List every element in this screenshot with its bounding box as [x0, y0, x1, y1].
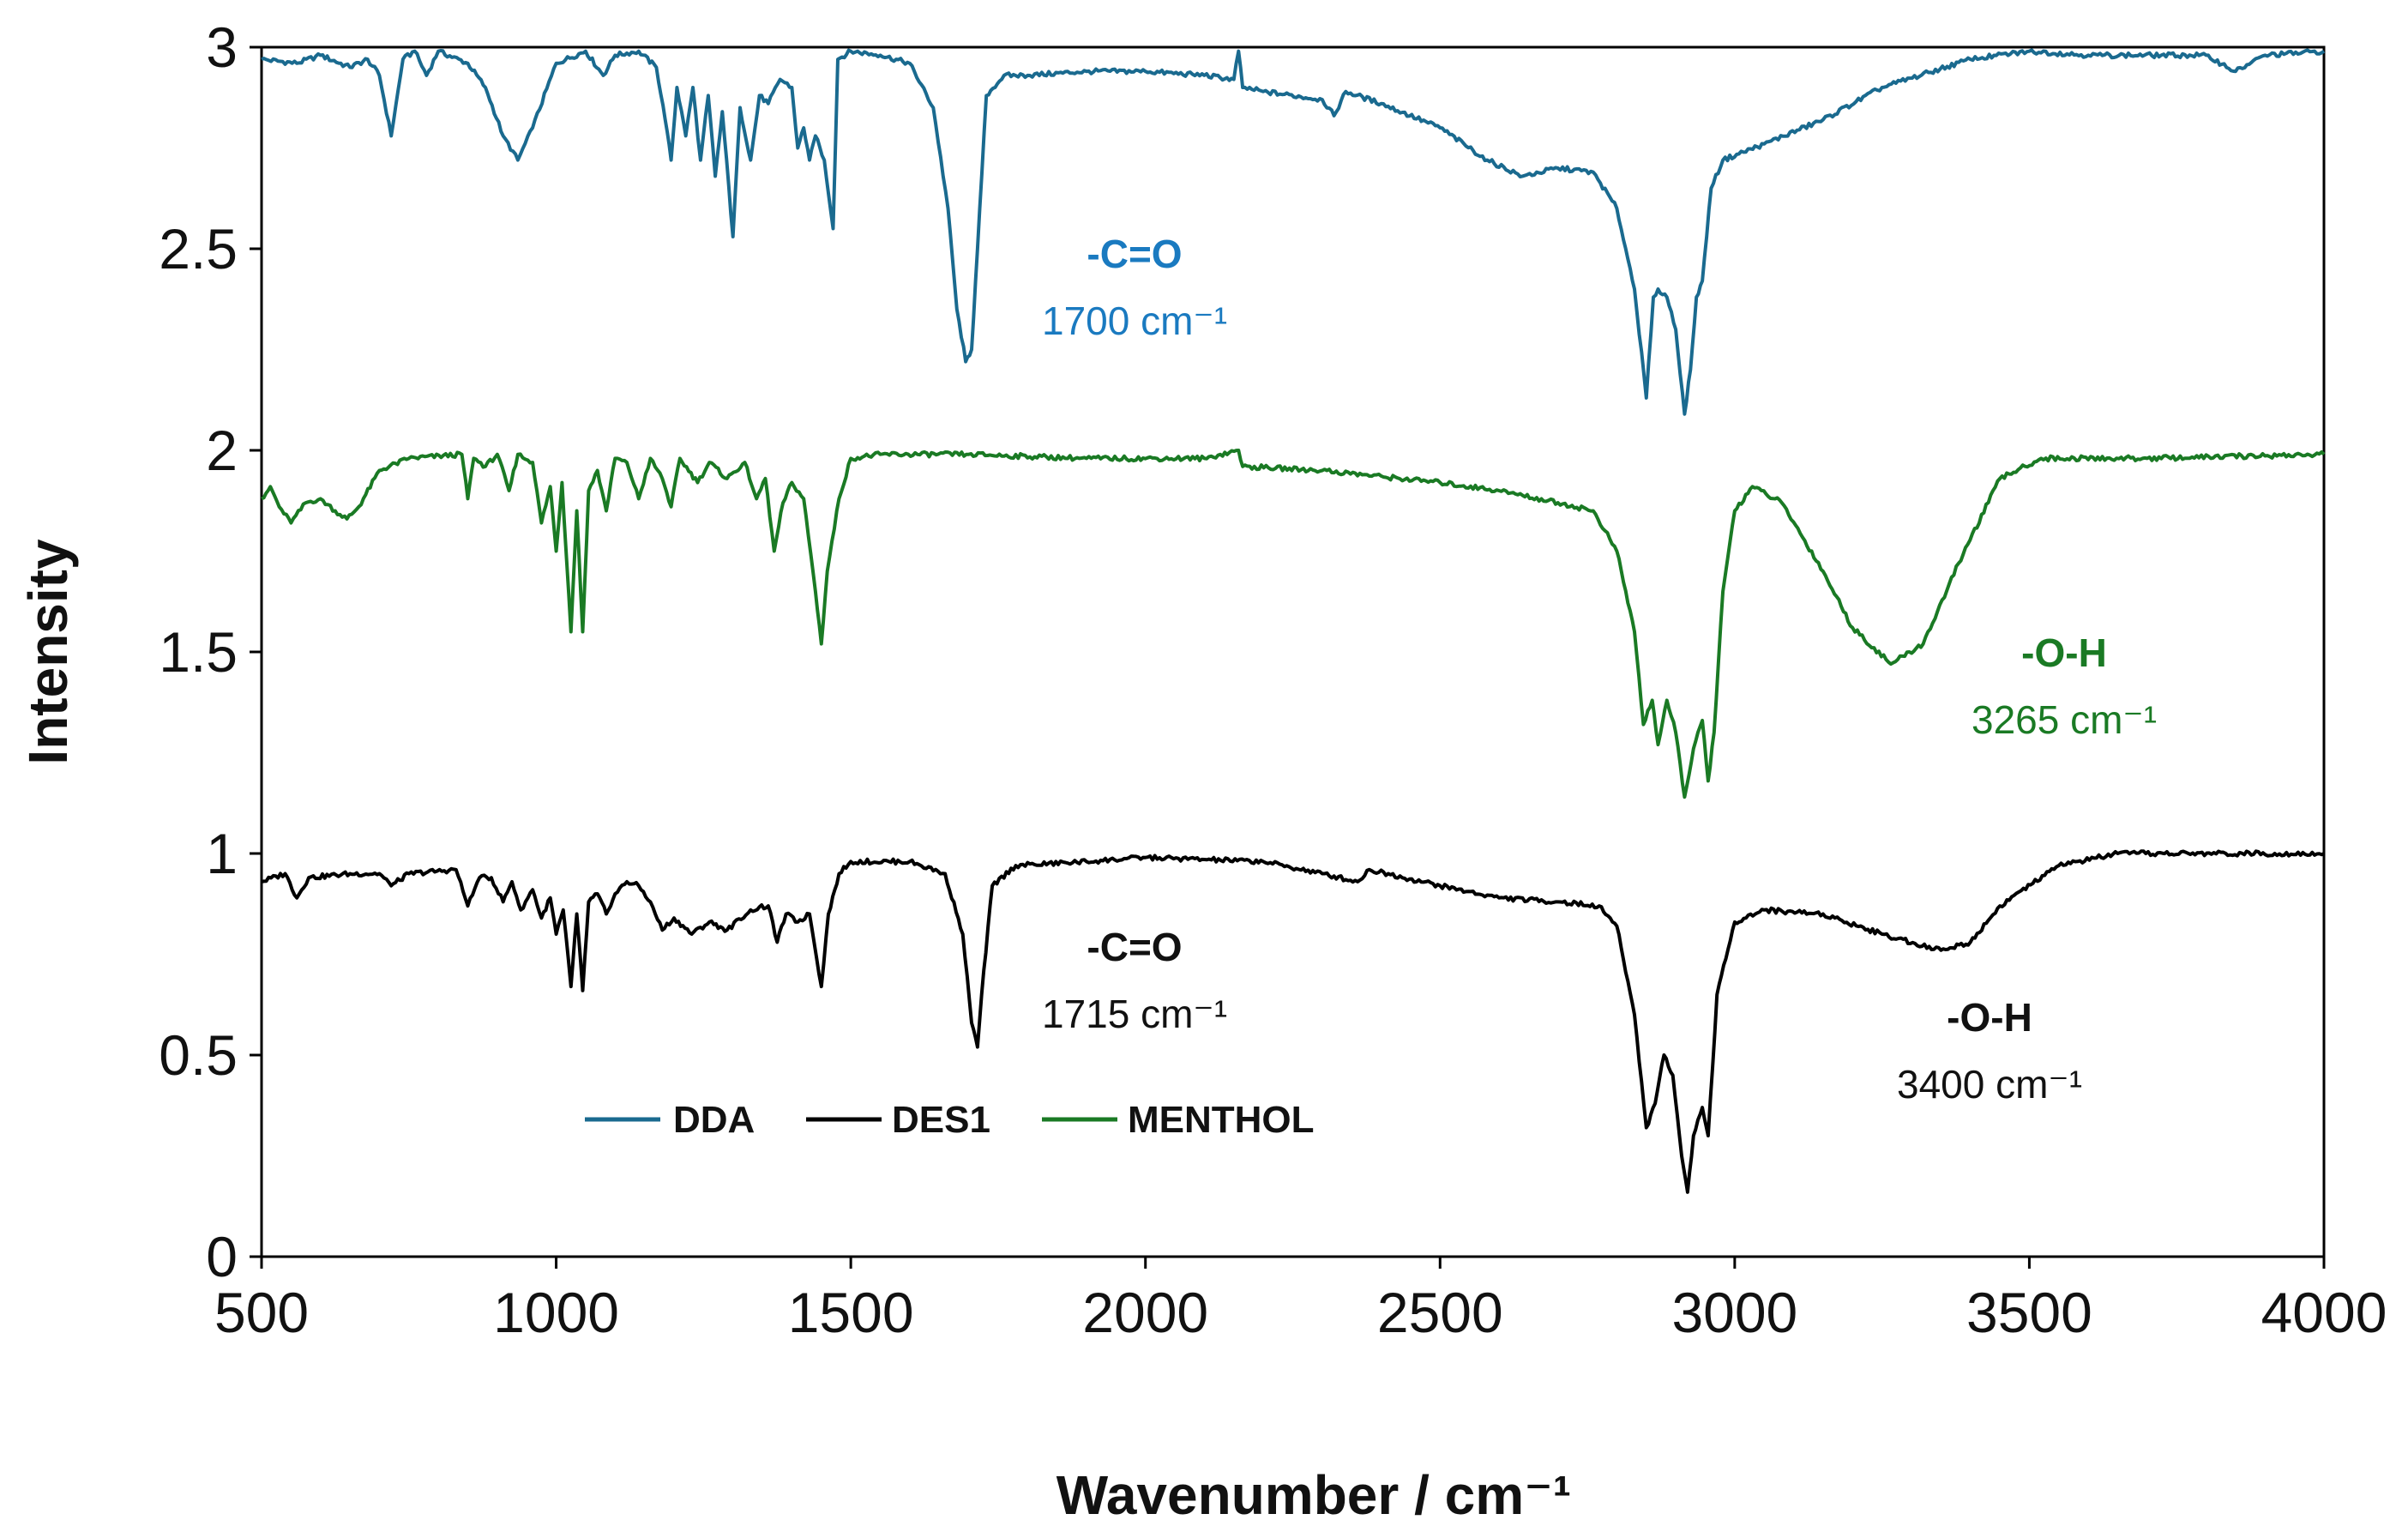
- annotation-dda-carbonyl: -C=O 1700 cm⁻¹: [1042, 232, 1227, 343]
- x-tick-label: 1000: [493, 1281, 619, 1344]
- series-line-des1: [261, 849, 2325, 1194]
- y-tick-label: 0.5: [159, 1023, 238, 1087]
- x-tick-label: 500: [214, 1281, 309, 1344]
- legend: DDA DES1 MENTHOL: [585, 1099, 1315, 1141]
- annotation-des1-carbonyl: -C=O 1715 cm⁻¹: [1042, 925, 1227, 1036]
- x-tick-label: 4000: [2261, 1281, 2387, 1344]
- x-tick-label: 1500: [788, 1281, 914, 1344]
- annotation-bond-label: -O-H: [1947, 995, 2032, 1040]
- annotation-menthol-hydroxyl: -O-H 3265 cm⁻¹: [1972, 630, 2157, 742]
- y-tick-label: 1: [206, 822, 238, 885]
- legend-label-dda: DDA: [673, 1099, 755, 1141]
- annotation-des1-hydroxyl: -O-H 3400 cm⁻¹: [1897, 995, 2082, 1107]
- y-tick-label: 2: [206, 419, 238, 482]
- y-tick-label: 2.5: [159, 217, 238, 280]
- x-tick-label: 3000: [1671, 1281, 1797, 1344]
- y-tick-label: 3: [206, 15, 238, 79]
- legend-label-menthol: MENTHOL: [1128, 1099, 1315, 1141]
- series-line-dda: [261, 48, 2326, 416]
- x-axis-title: Wavenumber / cm⁻¹: [1057, 1464, 1571, 1526]
- x-tick-label: 3500: [1966, 1281, 2092, 1344]
- annotation-wavenumber-label: 1700 cm⁻¹: [1042, 299, 1227, 343]
- y-axis-title: Intensity: [17, 539, 79, 765]
- y-tick-label: 0: [206, 1225, 238, 1288]
- annotation-wavenumber-label: 3400 cm⁻¹: [1897, 1062, 2082, 1107]
- legend-label-des1: DES1: [892, 1099, 990, 1141]
- x-tick-label: 2000: [1082, 1281, 1208, 1344]
- series-line-menthol: [261, 449, 2326, 799]
- annotation-wavenumber-label: 3265 cm⁻¹: [1972, 697, 2157, 742]
- annotation-bond-label: -C=O: [1087, 925, 1182, 969]
- annotation-bond-label: -O-H: [2021, 630, 2107, 675]
- x-tick-label: 2500: [1377, 1281, 1503, 1344]
- y-tick-label: 1.5: [159, 620, 238, 684]
- annotation-wavenumber-label: 1715 cm⁻¹: [1042, 992, 1227, 1036]
- annotation-bond-label: -C=O: [1087, 232, 1182, 276]
